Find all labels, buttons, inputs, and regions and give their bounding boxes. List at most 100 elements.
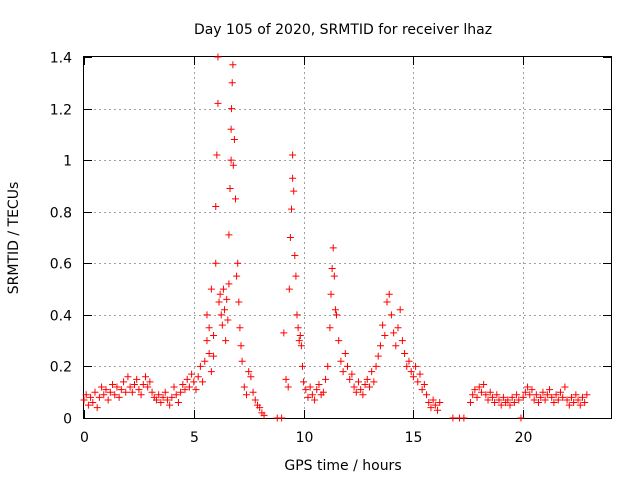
data-point: [284, 383, 292, 391]
data-point: [429, 396, 437, 404]
data-point: [106, 388, 114, 396]
data-point: [228, 79, 236, 87]
data-point: [326, 324, 334, 332]
data-point: [506, 401, 514, 409]
chart-title: Day 105 of 2020, SRMTID for receiver lha…: [194, 22, 492, 38]
data-point: [565, 401, 573, 409]
data-point: [539, 388, 547, 396]
data-point: [117, 386, 125, 394]
data-point: [185, 383, 193, 391]
data-point: [491, 399, 499, 407]
data-point: [427, 404, 435, 412]
data-point: [556, 388, 564, 396]
data-point: [466, 399, 474, 407]
data-point: [543, 391, 551, 399]
y-tick-label: 0.6: [50, 257, 72, 273]
data-point: [229, 161, 237, 169]
data-point: [405, 357, 413, 365]
data-point: [475, 383, 483, 391]
x-tick-label: 10: [296, 430, 314, 446]
data-point: [237, 342, 245, 350]
data-point: [372, 362, 380, 370]
data-point: [488, 393, 496, 401]
data-point: [352, 388, 360, 396]
plot-frame: [83, 56, 612, 419]
data-point: [423, 391, 431, 399]
data-point: [403, 362, 411, 370]
data-points: [80, 53, 591, 422]
data-point: [166, 401, 174, 409]
data-point: [228, 105, 236, 113]
data-point: [120, 378, 128, 386]
data-point: [111, 391, 119, 399]
data-point: [329, 244, 337, 252]
data-point: [126, 383, 134, 391]
data-point: [181, 386, 189, 394]
data-point: [563, 396, 571, 404]
data-point: [416, 370, 424, 378]
data-point: [207, 368, 215, 376]
data-point: [570, 399, 578, 407]
data-point: [374, 352, 382, 360]
data-point: [574, 396, 582, 404]
y-tick-label: 0.4: [50, 309, 72, 325]
data-point: [221, 306, 229, 314]
axis-ticks: 0 0.2 0.4 0.6 0.8 1 1.2 1.4 0 5 10 15 20: [50, 51, 611, 446]
data-point: [295, 337, 303, 345]
data-point: [499, 393, 507, 401]
data-point: [497, 401, 505, 409]
data-point: [344, 362, 351, 370]
data-point: [210, 331, 218, 339]
data-point: [576, 401, 584, 409]
data-point: [552, 391, 560, 399]
data-point: [214, 99, 222, 107]
data-point: [471, 386, 479, 394]
data-point: [131, 380, 139, 388]
data-point: [407, 368, 415, 376]
data-point: [550, 399, 558, 407]
data-point: [183, 375, 191, 383]
data-point: [122, 388, 130, 396]
data-point: [98, 383, 106, 391]
data-point: [179, 380, 187, 388]
y-tick-label: 1: [63, 154, 72, 170]
data-point: [229, 61, 237, 69]
data-point: [242, 391, 250, 399]
data-point: [396, 306, 404, 314]
data-point: [260, 411, 268, 419]
data-point: [294, 324, 302, 332]
data-point: [194, 373, 202, 381]
data-point: [290, 187, 298, 195]
data-point: [196, 362, 204, 370]
data-point: [363, 375, 371, 383]
data-point: [583, 391, 591, 399]
data-point: [532, 391, 540, 399]
x-tick-label: 0: [80, 430, 89, 446]
data-point: [477, 388, 485, 396]
data-point: [226, 185, 234, 193]
data-point: [495, 396, 503, 404]
data-point: [124, 373, 132, 381]
data-point: [152, 396, 160, 404]
data-point: [210, 352, 218, 360]
data-point: [177, 388, 185, 396]
data-point: [128, 388, 136, 396]
data-point: [285, 285, 293, 293]
data-point: [203, 337, 211, 345]
data-point: [157, 399, 165, 407]
data-point: [224, 316, 232, 324]
data-point: [216, 290, 224, 298]
data-point: [146, 378, 154, 386]
data-point: [561, 383, 569, 391]
data-point: [394, 324, 402, 332]
data-point: [484, 396, 492, 404]
data-point: [327, 290, 335, 298]
data-point: [213, 151, 221, 159]
data-point: [350, 383, 358, 391]
data-point: [289, 174, 297, 182]
data-point: [170, 383, 178, 391]
data-point: [80, 396, 88, 404]
data-point: [199, 378, 207, 386]
data-point: [546, 386, 554, 394]
